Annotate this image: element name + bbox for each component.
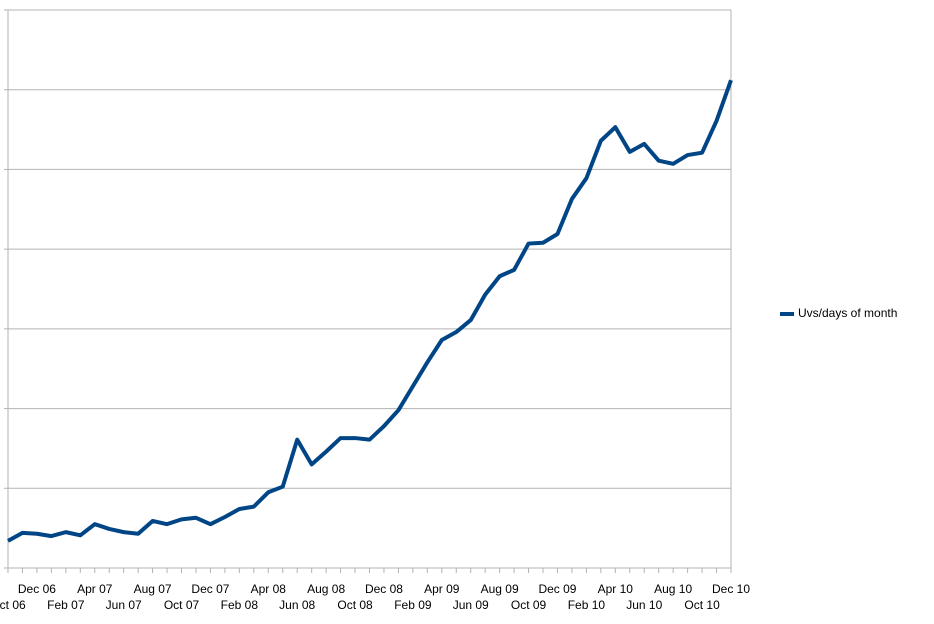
x-tick-label: Aug 07 xyxy=(134,582,172,596)
x-tick-label: Apr 09 xyxy=(424,582,460,596)
x-tick-label: Jun 08 xyxy=(279,598,315,612)
x-tick-label: Dec 06 xyxy=(18,582,56,596)
x-tick-label: Aug 08 xyxy=(307,582,345,596)
x-tick-label: Oct 10 xyxy=(684,598,720,612)
x-tick-label: Dec 10 xyxy=(712,582,750,596)
x-tick-label: Jun 09 xyxy=(453,598,489,612)
x-tick-label: Feb 07 xyxy=(47,598,85,612)
data-line xyxy=(7,79,733,543)
x-tick-label: Aug 09 xyxy=(481,582,519,596)
x-tick-label: Feb 09 xyxy=(394,598,432,612)
x-tick-label: Apr 10 xyxy=(598,582,634,596)
x-tick-label: Aug 10 xyxy=(654,582,692,596)
x-tick-label: Dec 07 xyxy=(191,582,229,596)
legend-label: Uvs/days of month xyxy=(798,306,897,320)
x-tick-label: Apr 08 xyxy=(251,582,287,596)
x-tick-label: Dec 08 xyxy=(365,582,403,596)
x-tick-label: Jun 07 xyxy=(106,598,142,612)
x-tick-label: Feb 10 xyxy=(568,598,606,612)
x-tick-label: Apr 07 xyxy=(77,582,113,596)
x-tick-label: Oct 08 xyxy=(337,598,373,612)
x-tick-label: Feb 08 xyxy=(221,598,259,612)
x-tick-label: Dec 09 xyxy=(538,582,576,596)
x-tick-label: Oct 07 xyxy=(164,598,200,612)
x-tick-label: Oct 09 xyxy=(511,598,547,612)
x-tick-label: Oct 06 xyxy=(0,598,26,612)
x-tick-label: Jun 10 xyxy=(626,598,662,612)
